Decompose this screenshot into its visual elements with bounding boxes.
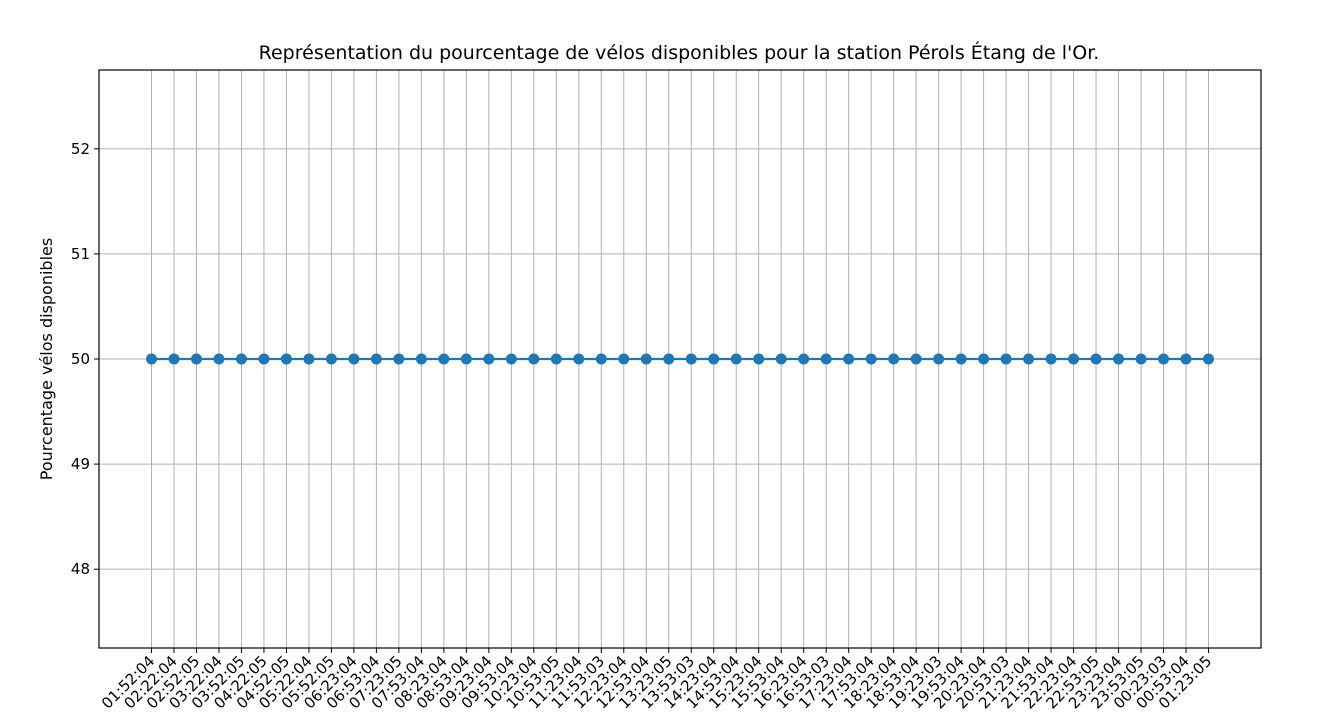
data-point	[303, 353, 315, 365]
data-point	[280, 353, 292, 365]
data-point	[865, 353, 877, 365]
data-point	[663, 353, 675, 365]
data-point	[1158, 353, 1170, 365]
data-point	[955, 353, 967, 365]
data-point	[190, 353, 202, 365]
data-point	[595, 353, 607, 365]
data-point	[753, 353, 765, 365]
data-point	[1203, 353, 1214, 365]
data-point	[708, 353, 720, 365]
data-point	[820, 353, 832, 365]
data-point	[1113, 353, 1125, 365]
data-point	[1045, 353, 1057, 365]
data-point	[933, 353, 945, 365]
data-point	[640, 353, 652, 365]
y-tick-label: 51	[71, 245, 90, 263]
y-tick-label: 48	[71, 560, 90, 578]
y-ticks: 48 49 50 51 52	[71, 140, 99, 578]
data-point	[618, 353, 630, 365]
data-point	[168, 353, 180, 365]
data-point	[843, 353, 855, 365]
data-point	[1000, 353, 1012, 365]
data-point	[775, 353, 787, 365]
data-point	[978, 353, 990, 365]
data-point	[235, 353, 247, 365]
data-point	[370, 353, 382, 365]
data-point	[888, 353, 900, 365]
data-point	[460, 353, 472, 365]
marker-layer	[146, 353, 1214, 365]
data-point	[483, 353, 495, 365]
data-point	[685, 353, 697, 365]
data-point	[730, 353, 742, 365]
data-point	[348, 353, 360, 365]
data-point	[1180, 353, 1192, 365]
data-point	[258, 353, 270, 365]
data-point	[1090, 353, 1102, 365]
y-tick-label: 50	[71, 350, 90, 368]
data-point	[505, 353, 517, 365]
y-tick-label: 52	[71, 140, 90, 158]
chart-title: Représentation du pourcentage de vélos d…	[259, 41, 1100, 64]
data-point	[1068, 353, 1080, 365]
data-point	[415, 353, 427, 365]
data-point	[573, 353, 585, 365]
x-ticks: 01:52:0402:22:0402:52:0503:22:0403:52:05…	[98, 648, 1215, 712]
data-point	[550, 353, 562, 365]
data-point	[146, 353, 157, 365]
y-axis-label: Pourcentage vélos disponibles	[37, 238, 56, 480]
data-point	[528, 353, 540, 365]
data-point	[1135, 353, 1147, 365]
data-point	[393, 353, 405, 365]
y-tick-label: 49	[71, 455, 90, 473]
data-point	[798, 353, 810, 365]
data-point	[213, 353, 225, 365]
data-point	[910, 353, 922, 365]
data-point	[438, 353, 450, 365]
data-point	[1023, 353, 1035, 365]
data-point	[325, 353, 337, 365]
